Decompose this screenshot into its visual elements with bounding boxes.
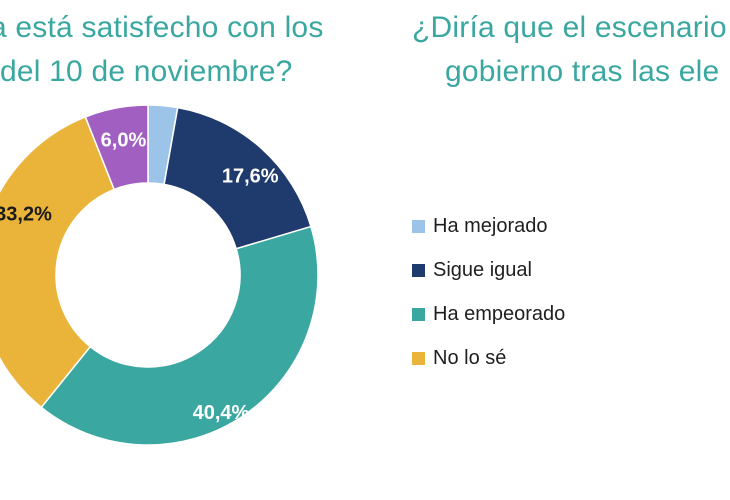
right-chart-title-line2: gobierno tras las ele bbox=[445, 55, 720, 88]
legend-label: Ha mejorado bbox=[433, 214, 548, 237]
right-chart-title-line1: ¿Diría que el escenario bbox=[412, 11, 727, 44]
legend-item: Ha empeorado bbox=[412, 292, 565, 336]
slice-label: 6,0% bbox=[101, 130, 147, 152]
slice-label: 33,2% bbox=[0, 204, 52, 226]
slice-label: 17,6% bbox=[222, 166, 279, 188]
legend-swatch bbox=[412, 219, 425, 233]
slice-label: 40,4% bbox=[193, 402, 250, 424]
left-chart-title-line1: a está satisfecho con los bbox=[0, 11, 324, 44]
donut-slice bbox=[40, 225, 319, 446]
legend-label: No lo sé bbox=[433, 346, 507, 369]
legend-swatch bbox=[412, 307, 425, 321]
left-chart-title-line2: del 10 de noviembre? bbox=[0, 55, 293, 88]
donut-slice bbox=[84, 104, 149, 191]
slice-label: 45,4% bbox=[717, 352, 730, 374]
legend-label: Ha empeorado bbox=[433, 302, 566, 325]
legend-item: No lo sé bbox=[412, 336, 565, 380]
donut-slice bbox=[0, 115, 116, 409]
legend-swatch bbox=[412, 351, 425, 365]
legend-swatch bbox=[412, 263, 425, 277]
legend-item: Sigue igual bbox=[412, 248, 565, 292]
donut-slice bbox=[163, 106, 312, 250]
legend-label: Sigue igual bbox=[433, 258, 532, 281]
legend: Ha mejorado Sigue igual Ha empeorado No lo … bbox=[412, 204, 565, 380]
legend-item: Ha mejorado bbox=[412, 204, 565, 248]
